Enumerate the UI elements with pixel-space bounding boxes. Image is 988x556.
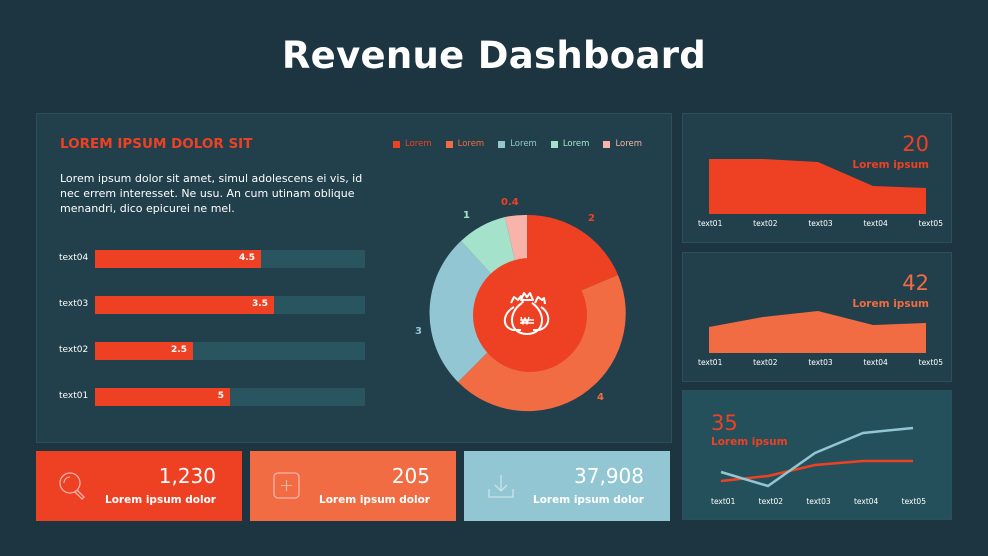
bar-track: 3.5 xyxy=(95,296,365,314)
kpi-value: 205 xyxy=(391,464,430,488)
donut-chart xyxy=(429,214,626,412)
bar-value: 4.5 xyxy=(239,253,255,263)
side-card-area-red: 20 Lorem ipsum text01 text02 text03 text… xyxy=(682,113,952,243)
kpi-card: 205 Lorem ipsum dolor xyxy=(250,451,456,521)
main-description: Lorem ipsum dolor sit amet, simul adoles… xyxy=(60,172,363,215)
kpi-value: 1,230 xyxy=(158,464,216,488)
bar-label: text04 xyxy=(59,253,89,263)
axis-tick: text01 xyxy=(698,219,723,228)
donut-label: 2 xyxy=(588,213,595,224)
bar-fill: 4.5 xyxy=(95,250,261,268)
legend-swatch xyxy=(445,140,453,148)
x-axis: text01 text02 text03 text04 text05 xyxy=(698,219,943,228)
bar-value: 5 xyxy=(217,391,224,401)
legend-swatch xyxy=(393,140,400,148)
money-bags-won-icon xyxy=(503,292,550,335)
axis-tick: text03 xyxy=(806,497,831,506)
side-card-value: 35 xyxy=(711,411,738,435)
page-title: Revenue Dashboard xyxy=(281,34,707,77)
legend-item: Lorem xyxy=(603,139,642,149)
search-icon xyxy=(59,472,85,500)
bar-fill: 3.5 xyxy=(95,296,274,314)
axis-tick: text03 xyxy=(808,219,833,228)
axis-tick: text05 xyxy=(901,497,926,506)
x-axis: text01 text02 text03 text04 text05 xyxy=(711,497,926,506)
main-heading: LOREM IPSUM DOLOR SIT xyxy=(60,136,253,152)
bar-track: 2.5 xyxy=(95,342,365,360)
kpi-card: 37,908 Lorem ipsum dolor xyxy=(464,451,670,521)
side-card-value: 42 xyxy=(902,271,929,295)
kpi-label: Lorem ipsum dolor xyxy=(319,494,430,506)
kpi-label: Lorem ipsum dolor xyxy=(533,494,644,506)
bar-row: text01 5 xyxy=(57,388,367,406)
axis-tick: text02 xyxy=(753,219,778,228)
kpi-card: 1,230 Lorem ipsum dolor xyxy=(36,451,242,521)
donut-label: 4 xyxy=(597,392,604,403)
kpi-value: 37,908 xyxy=(574,464,644,488)
legend-item: Lorem xyxy=(498,139,537,149)
side-card-value: 20 xyxy=(902,132,929,156)
legend-label: Lorem xyxy=(405,139,432,149)
bar-row: text04 4.5 xyxy=(57,250,367,268)
axis-tick: text02 xyxy=(758,497,784,506)
bar-row: text03 3.5 xyxy=(57,296,367,314)
area-chart xyxy=(709,311,926,353)
side-card-line: 35 Lorem ipsum text01 text02 text03 text… xyxy=(682,390,952,520)
legend-item: Lorem xyxy=(393,139,432,149)
bar-chart: text04 4.5 text03 3.5 text02 2.5 xyxy=(57,250,367,434)
line-chart xyxy=(720,426,914,488)
axis-tick: text03 xyxy=(808,358,833,367)
legend-item: Lorem xyxy=(445,139,485,149)
bar-fill: 5 xyxy=(95,388,230,406)
x-axis: text01 text02 text03 text04 text05 xyxy=(698,358,943,367)
area-chart xyxy=(709,159,926,214)
axis-tick: text04 xyxy=(863,219,888,228)
bar-fill: 2.5 xyxy=(95,342,193,360)
axis-tick: text02 xyxy=(753,358,778,367)
bar-label: text02 xyxy=(59,345,89,355)
axis-tick: text05 xyxy=(918,358,943,367)
legend-item: Lorem xyxy=(550,139,590,149)
side-card-label: Lorem ipsum xyxy=(711,436,788,448)
legend-label: Lorem xyxy=(562,139,590,149)
legend-label: Lorem xyxy=(510,139,537,149)
bar-value: 2.5 xyxy=(171,345,187,355)
donut-legend: Lorem Lorem Lorem Lorem Lorem xyxy=(393,139,642,149)
bar-label: text03 xyxy=(59,299,89,309)
donut-label: 3 xyxy=(415,326,422,337)
download-icon xyxy=(488,475,514,498)
legend-swatch xyxy=(550,140,558,148)
side-card-area-orange: 42 Lorem ipsum text01 text02 text03 text… xyxy=(682,252,952,382)
donut-label: 1 xyxy=(463,210,470,221)
bar-label: text01 xyxy=(59,391,89,401)
legend-swatch xyxy=(603,140,611,148)
main-panel: LOREM IPSUM DOLOR SIT Lorem ipsum dolor … xyxy=(36,113,672,443)
bar-track: 4.5 xyxy=(95,250,365,268)
axis-tick: text05 xyxy=(918,219,943,228)
side-card-label: Lorem ipsum xyxy=(852,159,929,171)
axis-tick: text01 xyxy=(698,358,723,367)
axis-tick: text01 xyxy=(711,497,736,506)
bar-row: text02 2.5 xyxy=(57,342,367,360)
legend-swatch xyxy=(498,140,506,148)
plus-square-icon xyxy=(273,472,300,499)
bar-track: 5 xyxy=(95,388,365,406)
axis-tick: text04 xyxy=(853,497,879,506)
legend-label: Lorem xyxy=(457,139,485,149)
bar-value: 3.5 xyxy=(252,299,268,309)
donut-label: 0.4 xyxy=(501,197,519,208)
legend-label: Lorem xyxy=(615,139,643,149)
side-card-label: Lorem ipsum xyxy=(852,298,929,310)
axis-tick: text04 xyxy=(863,358,888,367)
kpi-label: Lorem ipsum dolor xyxy=(105,494,216,506)
